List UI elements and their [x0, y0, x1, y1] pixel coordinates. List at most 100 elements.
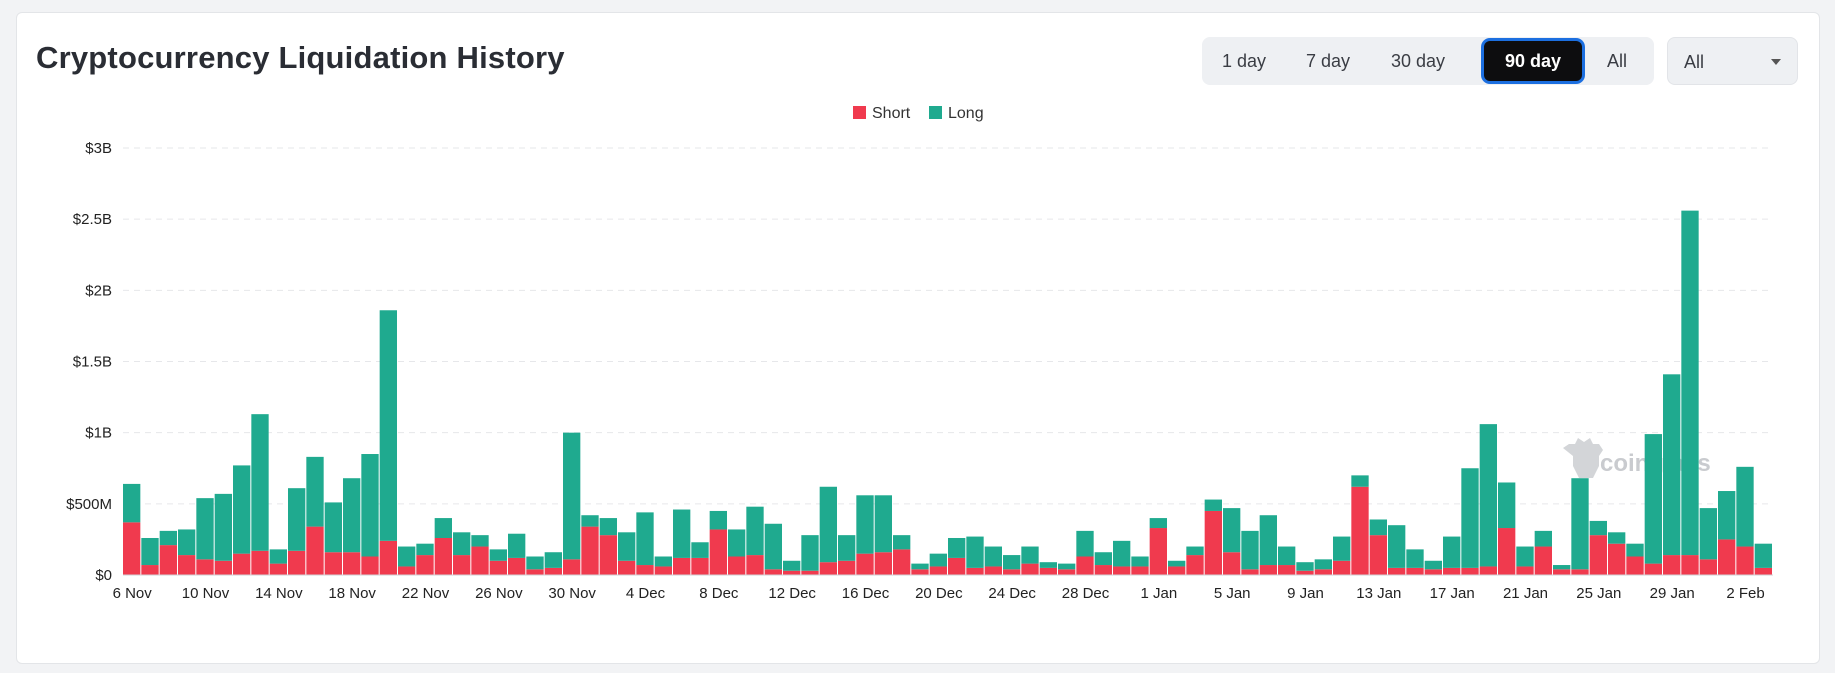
bar-long[interactable] [581, 515, 599, 527]
bar-short[interactable] [123, 522, 141, 575]
bar-short[interactable] [856, 553, 874, 575]
bar-short[interactable] [398, 566, 416, 575]
bar-short[interactable] [489, 560, 507, 575]
bar-short[interactable] [1644, 563, 1662, 575]
bar-short[interactable] [526, 569, 544, 575]
bar-long[interactable] [1516, 546, 1534, 567]
bar-short[interactable] [251, 550, 269, 575]
bar-long[interactable] [1149, 518, 1167, 529]
bar-short[interactable] [1021, 563, 1039, 575]
bar-short[interactable] [159, 545, 177, 575]
bar-short[interactable] [691, 557, 709, 575]
range-90-day-button[interactable]: 90 day [1484, 41, 1582, 81]
legend-long-swatch[interactable] [929, 106, 942, 119]
bar-short[interactable] [1461, 567, 1479, 575]
legend-short-label[interactable]: Short [872, 105, 911, 122]
bar-long[interactable] [1131, 556, 1149, 567]
bar-long[interactable] [654, 556, 672, 567]
bar-long[interactable] [1644, 434, 1662, 564]
bar-short[interactable] [1314, 569, 1332, 575]
bar-long[interactable] [709, 510, 727, 530]
bar-long[interactable] [966, 536, 984, 568]
bar-long[interactable] [1608, 532, 1626, 544]
bar-long[interactable] [746, 506, 764, 556]
bar-short[interactable] [416, 555, 434, 575]
bar-long[interactable] [1443, 536, 1461, 568]
bar-long[interactable] [361, 454, 379, 557]
bar-short[interactable] [1278, 565, 1296, 575]
bar-long[interactable] [1461, 468, 1479, 568]
bar-short[interactable] [764, 569, 782, 575]
bar-short[interactable] [343, 552, 361, 575]
bar-short[interactable] [1498, 528, 1516, 575]
bar-long[interactable] [1626, 543, 1644, 557]
bar-long[interactable] [911, 563, 929, 570]
bar-short[interactable] [1131, 566, 1149, 575]
bar-short[interactable] [1479, 566, 1497, 575]
bar-long[interactable] [379, 310, 397, 541]
bar-long[interactable] [1058, 563, 1076, 570]
bar-short[interactable] [288, 550, 306, 575]
bar-long[interactable] [1498, 482, 1516, 529]
bar-long[interactable] [1681, 210, 1699, 556]
bar-long[interactable] [508, 533, 526, 558]
bar-short[interactable] [929, 566, 947, 575]
bar-short[interactable] [1589, 535, 1607, 575]
bar-short[interactable] [379, 540, 397, 575]
bar-short[interactable] [636, 565, 654, 575]
bar-long[interactable] [599, 518, 617, 536]
bar-long[interactable] [416, 543, 434, 556]
bar-long[interactable] [1754, 543, 1772, 568]
bar-long[interactable] [1388, 525, 1406, 568]
bar-short[interactable] [324, 552, 342, 575]
bar-long[interactable] [1113, 540, 1131, 567]
bar-short[interactable] [1296, 570, 1314, 575]
bar-short[interactable] [214, 560, 232, 575]
bar-short[interactable] [948, 557, 966, 575]
bar-short[interactable] [599, 535, 617, 575]
bar-short[interactable] [911, 569, 929, 575]
bar-long[interactable] [1094, 552, 1112, 566]
bar-long[interactable] [434, 518, 452, 538]
bar-long[interactable] [1589, 520, 1607, 536]
bar-short[interactable] [783, 570, 801, 575]
bar-long[interactable] [233, 465, 251, 554]
bar-long[interactable] [471, 535, 489, 547]
bar-short[interactable] [1076, 556, 1094, 575]
bar-short[interactable] [673, 557, 691, 575]
bar-long[interactable] [1168, 560, 1186, 567]
bar-long[interactable] [1333, 536, 1351, 561]
bar-short[interactable] [1699, 559, 1717, 575]
bar-short[interactable] [141, 565, 159, 575]
bar-short[interactable] [1571, 569, 1589, 575]
bar-short[interactable] [1039, 567, 1057, 575]
bar-long[interactable] [1571, 478, 1589, 570]
bar-long[interactable] [1259, 515, 1277, 566]
bar-long[interactable] [893, 535, 911, 550]
bar-short[interactable] [361, 556, 379, 575]
bar-long[interactable] [269, 549, 287, 564]
bar-short[interactable] [1094, 565, 1112, 575]
bar-long[interactable] [1076, 530, 1094, 557]
bar-short[interactable] [1534, 546, 1552, 575]
bar-short[interactable] [1608, 543, 1626, 575]
bar-long[interactable] [159, 530, 177, 546]
bar-short[interactable] [801, 570, 819, 575]
bar-short[interactable] [1369, 535, 1387, 575]
bar-long[interactable] [1186, 546, 1204, 556]
bar-long[interactable] [1314, 559, 1332, 570]
range-all-button[interactable]: All [1606, 51, 1627, 71]
bar-long[interactable] [764, 523, 782, 570]
bar-short[interactable] [1626, 556, 1644, 575]
bar-short[interactable] [1204, 510, 1222, 575]
bar-long[interactable] [1736, 466, 1754, 547]
bar-long[interactable] [178, 529, 196, 556]
bar-short[interactable] [618, 560, 636, 575]
legend-short-swatch[interactable] [853, 106, 866, 119]
bar-short[interactable] [1754, 567, 1772, 575]
bar-short[interactable] [1058, 569, 1076, 575]
bar-long[interactable] [1718, 491, 1736, 540]
bar-long[interactable] [728, 529, 746, 557]
bar-long[interactable] [1663, 374, 1681, 556]
bar-short[interactable] [728, 556, 746, 575]
